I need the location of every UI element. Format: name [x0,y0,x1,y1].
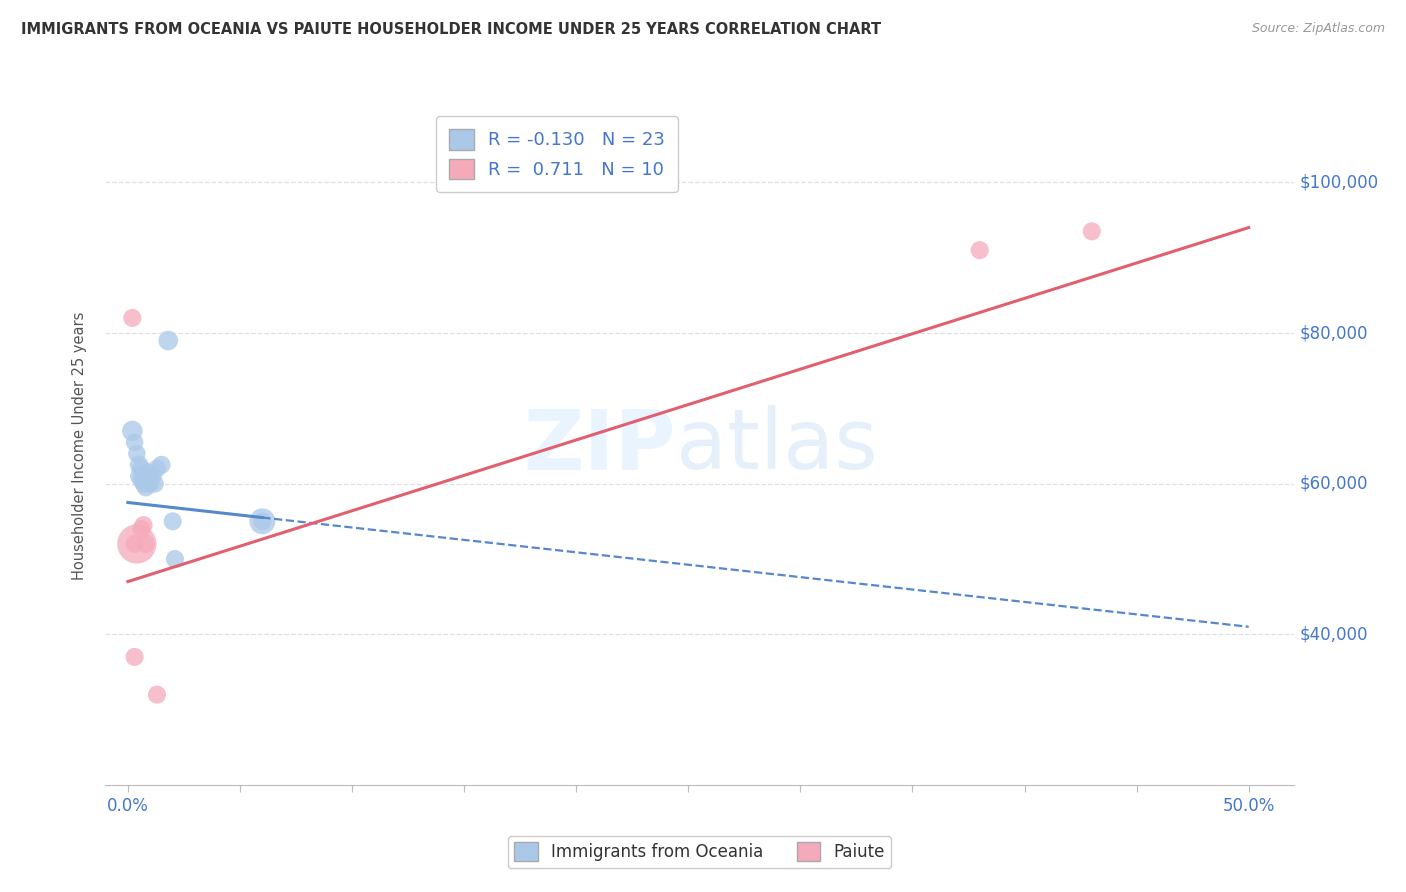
Point [252,514,274,528]
Point [131,461,153,475]
Point [163,552,186,566]
Text: $40,000: $40,000 [1299,625,1368,643]
Point [143,476,166,491]
Text: ZIP: ZIP [523,406,676,486]
Legend: Immigrants from Oceania, Paiute: Immigrants from Oceania, Paiute [508,836,891,868]
Point [132,476,155,491]
Point [136,476,159,491]
Point [146,688,169,702]
Point [162,514,184,528]
Point [128,458,150,472]
Point [128,469,150,483]
Point [135,537,157,551]
Point [139,476,162,491]
Point [150,458,173,472]
Point [124,537,146,551]
Text: Source: ZipAtlas.com: Source: ZipAtlas.com [1251,22,1385,36]
Point [121,424,143,438]
Point [146,461,169,475]
Point [1081,224,1104,238]
Text: atlas: atlas [676,406,877,486]
Point [136,466,159,480]
Point [135,480,157,494]
Point [124,435,146,450]
Point [125,446,148,460]
Point [131,473,153,487]
Y-axis label: Householder Income Under 25 years: Householder Income Under 25 years [72,312,87,580]
Text: $100,000: $100,000 [1299,173,1378,192]
Point [121,310,143,325]
Point [141,469,163,483]
Point [131,522,153,536]
Text: $80,000: $80,000 [1299,324,1368,342]
Point [132,469,155,483]
Point [132,518,155,533]
Point [969,243,991,257]
Text: $60,000: $60,000 [1299,475,1368,492]
Point [252,514,274,528]
Text: IMMIGRANTS FROM OCEANIA VS PAIUTE HOUSEHOLDER INCOME UNDER 25 YEARS CORRELATION : IMMIGRANTS FROM OCEANIA VS PAIUTE HOUSEH… [21,22,882,37]
Point [125,537,148,551]
Point [157,334,180,348]
Point [124,649,146,664]
Point [135,473,157,487]
